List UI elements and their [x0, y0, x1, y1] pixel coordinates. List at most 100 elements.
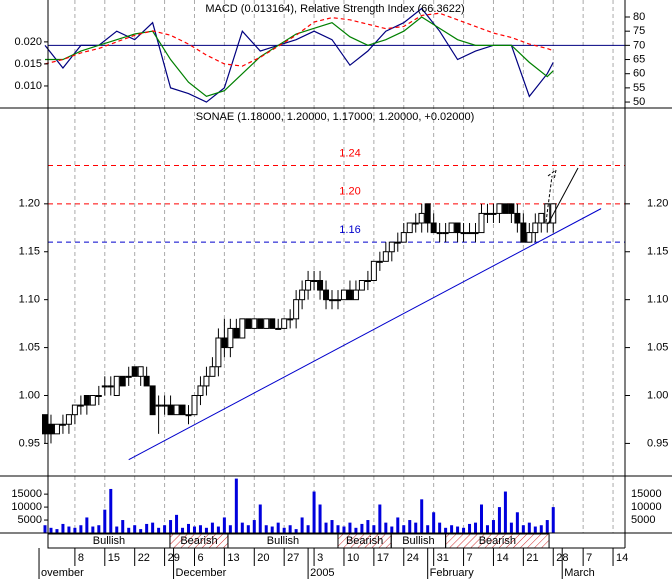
volume-bar — [127, 527, 131, 533]
volume-bar — [55, 529, 59, 533]
volume-bar — [444, 527, 448, 533]
volume-bar — [49, 527, 53, 533]
candle-body — [442, 232, 449, 235]
volume-bar — [139, 529, 143, 533]
x-tick-label: 22 — [138, 552, 150, 564]
signal-label: Bearish — [346, 535, 383, 547]
volume-bar — [432, 512, 436, 533]
candle-body — [388, 241, 395, 253]
volume-bar — [348, 522, 352, 533]
x-tick-label: 21 — [526, 552, 538, 564]
candle-body — [221, 337, 228, 349]
price-title: SONAE (1.18000, 1.20000, 1.17000, 1.2000… — [196, 111, 475, 123]
y-tick-label: 0.015 — [14, 58, 42, 70]
x-tick-label: 31 — [437, 552, 449, 564]
volume-bar — [479, 504, 483, 533]
volume-bar — [545, 520, 549, 533]
candle-body — [167, 404, 174, 416]
x-tick-label: 10 — [347, 552, 359, 564]
candle-body — [317, 280, 324, 291]
candle-body — [239, 318, 246, 339]
candle-body — [329, 299, 336, 302]
volume-bar — [384, 522, 388, 533]
candle-body — [143, 375, 150, 387]
candle-body — [71, 404, 78, 416]
y-tick-label-right: 1.10 — [647, 294, 668, 306]
candle-body — [47, 423, 54, 435]
candle-body — [520, 222, 527, 243]
projection-arrow — [545, 168, 557, 223]
volume-bar — [497, 507, 501, 533]
candle-body — [155, 404, 162, 407]
candle-body — [107, 385, 114, 388]
volume-bar — [515, 512, 519, 533]
y-tick-label-right: 10000 — [631, 501, 662, 513]
candle-body — [227, 327, 234, 349]
y2-tick-label: 65 — [633, 53, 645, 65]
month-label: ovember — [41, 567, 84, 579]
candle-body — [514, 212, 521, 224]
volume-bar — [234, 478, 238, 533]
candle-body — [257, 318, 264, 329]
y-tick-label: 15000 — [11, 488, 42, 500]
y2-tick-label: 70 — [633, 39, 645, 51]
volume-bar — [491, 520, 495, 533]
volume-bar — [551, 507, 555, 533]
y2-tick-label: 80 — [633, 11, 645, 23]
candle-body — [448, 222, 455, 234]
volume-bar — [372, 525, 376, 533]
candle-body — [251, 318, 258, 329]
volume-bar — [115, 526, 119, 533]
volume-bar — [187, 523, 191, 533]
volume-bar — [426, 525, 430, 533]
candle-body — [233, 327, 240, 339]
signal-label: Bearish — [479, 535, 516, 547]
volume-bar — [390, 526, 394, 533]
candle-body — [436, 232, 443, 235]
candle-body — [484, 212, 491, 215]
candle-body — [287, 318, 294, 321]
candle-body — [89, 395, 96, 406]
signal-label: Bullish — [93, 535, 125, 547]
volume-bar — [246, 525, 250, 533]
signal-label: Bearish — [180, 535, 217, 547]
candle-body — [460, 232, 467, 235]
candle-body — [526, 232, 533, 243]
volume-bar — [521, 525, 525, 533]
signal-label: Bullish — [267, 535, 299, 547]
y-tick-label: 1.20 — [19, 198, 40, 210]
candle-body — [305, 280, 312, 291]
x-tick-label: 13 — [227, 552, 239, 564]
y-tick-label-right: 1.05 — [647, 341, 668, 353]
y-tick-label-right: 15000 — [631, 488, 662, 500]
candle-body — [263, 318, 270, 329]
candle-body — [376, 260, 383, 263]
candle-body — [538, 212, 545, 224]
volume-bar — [366, 520, 370, 533]
candle-body — [323, 289, 330, 301]
volume-bar — [109, 488, 113, 533]
candle-body — [382, 251, 389, 262]
candle-body — [245, 318, 252, 329]
candle-body — [340, 289, 347, 301]
candle-body — [424, 203, 431, 224]
volume-bar — [252, 520, 256, 533]
candle-body — [454, 222, 461, 234]
volume-bar — [169, 520, 173, 533]
volume-bar — [360, 523, 364, 533]
volume-bar — [198, 525, 202, 533]
signal-label: Bullish — [402, 535, 434, 547]
candle-body — [472, 232, 479, 235]
y-tick-label: 0.010 — [14, 80, 42, 92]
volume-bar — [539, 525, 543, 533]
volume-bar — [79, 525, 83, 533]
volume-bar — [276, 522, 280, 533]
candle-body — [352, 289, 359, 301]
volume-bar — [402, 525, 406, 533]
volume-bar — [270, 526, 274, 533]
x-tick-label: 3 — [317, 552, 323, 564]
volume-bar — [450, 525, 454, 533]
x-tick-label: 7 — [467, 552, 473, 564]
x-tick-label: 17 — [377, 552, 389, 564]
